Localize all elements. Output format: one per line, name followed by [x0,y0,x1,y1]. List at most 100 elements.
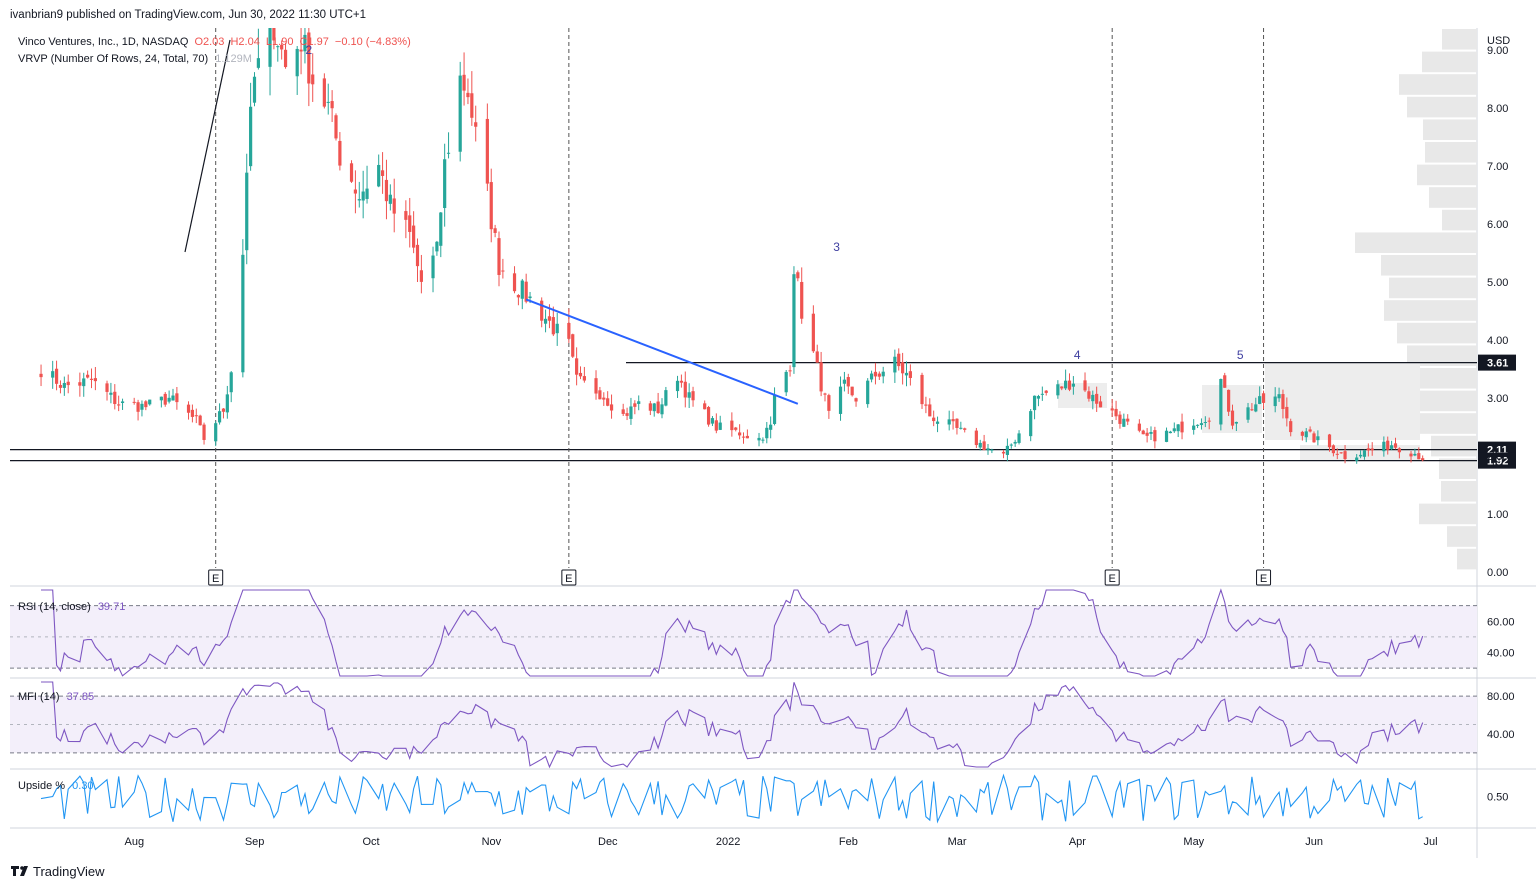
candle [408,197,412,248]
candle [1358,450,1363,459]
candle [1199,418,1204,430]
earnings-marker[interactable]: E [1256,569,1272,586]
vrvp-volume: 1.129M [215,53,252,65]
candle [800,267,804,324]
candle [392,178,396,233]
candle [1355,454,1359,464]
price-tick-label: 0.00 [1487,567,1508,579]
candle [951,411,955,430]
earnings-marker[interactable]: E [208,569,224,586]
candle [361,170,365,219]
candle [1137,419,1141,433]
candle [163,392,167,407]
candle [1308,426,1312,433]
time-axis[interactable]: Aug Sep Oct Nov Dec 2022 Feb Mar Apr May Jun Jul [125,836,1438,848]
candle [252,72,257,107]
tradingview-logo[interactable]: TradingView [11,864,105,879]
candle [1071,376,1075,395]
candle [458,61,462,162]
candle [959,421,963,430]
earnings-marker[interactable]: E [561,569,577,586]
oscillator-tick-label: 60.00 [1487,616,1515,628]
candle [338,132,342,171]
candle [621,403,625,417]
volume-profile-row [1423,119,1477,140]
svg-text:Upside % 0.30: Upside % 0.30 [18,780,94,792]
candle [1390,440,1394,451]
candle [932,410,936,427]
candle [1091,390,1095,410]
candle [788,365,792,377]
volume-profile-row [1415,413,1477,434]
candle [377,154,381,188]
candle [893,349,897,383]
trendline[interactable] [184,39,799,405]
candle [334,113,338,141]
candle [1273,387,1277,413]
candle [1083,372,1087,393]
candle [594,370,598,400]
candle [404,200,408,239]
candle [606,391,610,407]
candle [198,414,202,426]
candle [1001,449,1006,459]
candle [419,254,423,294]
time-tick-label: May [1183,836,1204,848]
candle [412,211,416,254]
volume-profile-row [1381,255,1477,276]
candle [718,415,722,431]
candle [1032,395,1037,420]
volume-profile-row [1397,322,1477,344]
candle [741,432,746,444]
rsi-label: RSI (14, close) [18,601,91,613]
wave-label: 2 [305,43,312,57]
candle [819,351,823,397]
time-tick-label: Jun [1305,836,1323,848]
candle [765,421,769,444]
price-axis[interactable]: 9.00 8.00 7.00 6.00 5.00 4.00 3.00 2.00 1.00 0.00 [1487,45,1508,579]
symbol-title: Vinco Ventures, Inc., 1D, NASDAQ [18,36,189,48]
price-tick-label: 3.00 [1487,393,1508,405]
candle [415,238,420,282]
candle [990,448,994,454]
candle [1203,416,1207,428]
svg-text:Vinco Ventures, Inc., 1D, NASD: Vinco Ventures, Inc., 1D, NASDAQ O2.03 H… [18,36,411,48]
candle [1343,445,1347,464]
candle [1246,402,1250,423]
candle [307,28,311,107]
wave-label: 4 [1074,348,1081,362]
price-mark-label: 3.61 [1487,358,1508,370]
candle [986,444,990,455]
candlestick-series [39,28,1425,464]
earnings-marker-label: E [212,573,219,585]
candle [1421,455,1425,462]
candle [280,40,284,60]
candle [1145,428,1149,443]
candle [1327,433,1332,452]
candle [1316,430,1320,446]
time-tick-label: Apr [1069,836,1086,848]
candle [792,266,796,374]
oscillator-tick-label: 0.50 [1487,791,1508,803]
candle [866,378,870,408]
candle [1149,426,1153,441]
earnings-marker[interactable]: E [1104,569,1120,586]
candle [555,312,559,346]
volume-profile-row [1384,300,1477,321]
candle [1304,428,1308,443]
volume-profile-row [1422,51,1477,73]
candle [974,427,978,449]
currency-label: USD [1487,35,1510,47]
oscillator-tick-label: 80.00 [1487,691,1515,703]
ohlc-low: L1.90 [266,36,294,48]
volume-profile-row [1417,368,1477,389]
candle [186,401,191,420]
candle [730,412,734,437]
descending-trendline[interactable] [525,298,799,405]
wave-trendline[interactable] [184,39,231,253]
candle [82,372,86,397]
horizontal-levels[interactable]: 3.612.111.92 [10,354,1516,469]
candle [769,416,773,439]
